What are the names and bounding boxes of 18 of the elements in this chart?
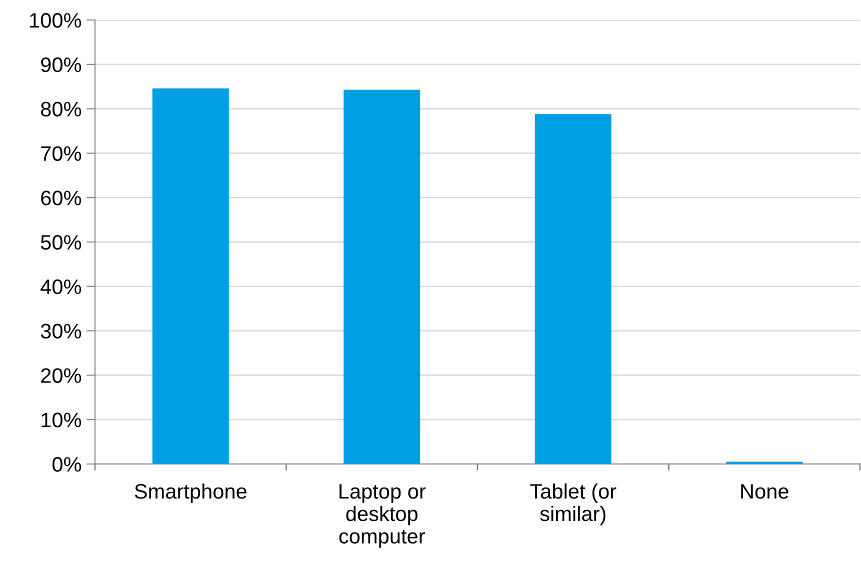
- y-tick-label: 60%: [41, 190, 82, 206]
- bar: [152, 88, 229, 464]
- y-tick-label: 10%: [42, 412, 82, 428]
- x-tick-label: Laptop or desktop computer: [339, 484, 426, 548]
- y-tick-label: 30%: [40, 324, 82, 339]
- y-tick-label: 100%: [30, 13, 82, 28]
- y-tick-label: 0%: [52, 457, 82, 472]
- x-tick-label: Tablet (or similar): [530, 483, 616, 526]
- bar: [344, 90, 420, 464]
- x-tick-label: None: [741, 484, 788, 499]
- bar: [534, 114, 612, 464]
- x-tick-label: Smartphone: [134, 483, 246, 503]
- y-tick-label: 80%: [41, 102, 82, 117]
- y-tick-label: 20%: [41, 368, 82, 383]
- y-tick-label: 70%: [41, 146, 82, 161]
- y-tick-label: 90%: [41, 57, 82, 72]
- y-tick-label: 50%: [40, 235, 82, 250]
- y-tick-label: 40%: [40, 279, 82, 294]
